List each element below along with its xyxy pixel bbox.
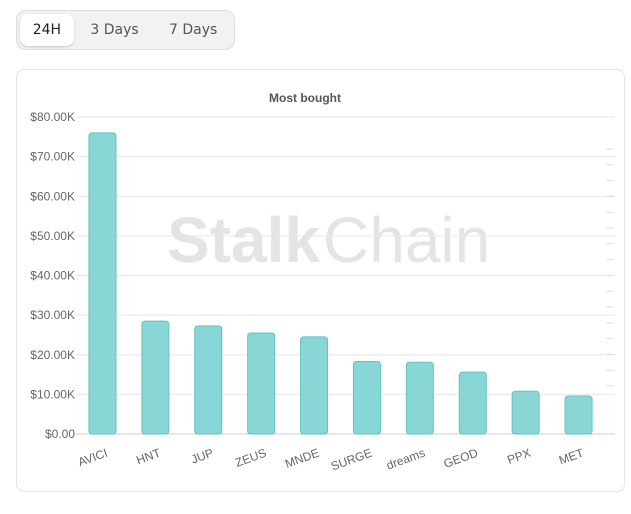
x-tick-label: ZEUS	[233, 446, 268, 470]
tab-3-days[interactable]: 3 Days	[90, 22, 139, 38]
bar-met[interactable]	[564, 395, 593, 435]
bar-zeus[interactable]	[247, 332, 276, 435]
bar-avici[interactable]	[88, 132, 117, 435]
most-bought-chart: Stalk Chain Most bought $0.00 $10.00K $20.…	[30, 91, 615, 473]
x-tick-label: PPX	[505, 446, 532, 467]
y-tick-label: $0.00	[45, 427, 75, 441]
bar-ppx[interactable]	[511, 390, 540, 435]
y-axis-labels: $0.00 $10.00K $20.00K $30.00K $40.00K $50.00K…	[30, 110, 75, 441]
y-tick-label: $60.00K	[30, 189, 75, 203]
bar-jup[interactable]	[194, 325, 223, 435]
bars	[88, 132, 593, 435]
tab-7-days[interactable]: 7 Days	[169, 22, 218, 38]
tab-24h[interactable]: 24H	[20, 14, 74, 46]
x-tick-label: HNT	[134, 445, 163, 467]
watermark-stalk: Stalk	[167, 204, 320, 276]
y-tick-label: $80.00K	[30, 110, 75, 124]
bar-dreams[interactable]	[405, 361, 434, 435]
x-tick-label: MET	[557, 445, 586, 467]
chart-title: Most bought	[269, 91, 341, 105]
bar-mnde[interactable]	[300, 336, 329, 435]
x-axis-labels: AVICI HNT JUP ZEUS MNDE SURGE dreams GEOD PPX MET	[76, 445, 586, 473]
bar-geod[interactable]	[458, 371, 487, 435]
bar-hnt[interactable]	[141, 320, 170, 435]
x-tick-label: AVICI	[76, 446, 109, 470]
x-tick-label: GEOD	[442, 446, 480, 471]
right-axis-ticks	[606, 148, 614, 387]
bar-surge[interactable]	[352, 360, 381, 435]
x-tick-label: SURGE	[329, 446, 374, 474]
y-tick-label: $30.00K	[30, 308, 75, 322]
chart-card: Stalk Chain Most bought $0.00 $10.00K $20.…	[16, 69, 625, 492]
y-tick-label: $20.00K	[30, 348, 75, 362]
watermark-chain: Chain	[323, 204, 490, 276]
time-range-tabs: 24H 3 Days 7 Days	[16, 10, 235, 50]
x-tick-label: dreams	[384, 446, 426, 473]
y-tick-label: $70.00K	[30, 150, 75, 164]
y-tick-label: $40.00K	[30, 269, 75, 283]
y-tick-label: $50.00K	[30, 229, 75, 243]
x-tick-label: MNDE	[283, 446, 321, 471]
y-tick-label: $10.00K	[30, 387, 75, 401]
x-tick-label: JUP	[189, 446, 215, 467]
